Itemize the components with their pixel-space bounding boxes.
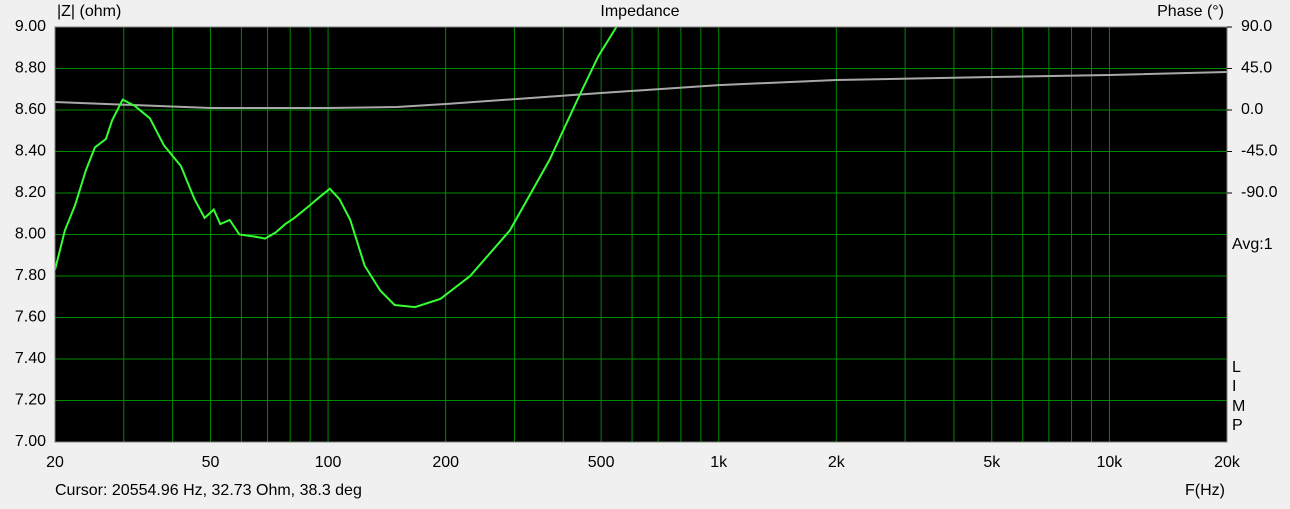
y2-tick-label: 90.0: [1241, 18, 1272, 35]
y-tick-label: 8.80: [15, 60, 46, 77]
y2-tick-label: -45.0: [1241, 143, 1278, 160]
y2-axis-label: Phase (°): [1157, 3, 1224, 20]
y-tick-label: 8.00: [15, 226, 46, 243]
x-axis-label: F(Hz): [1185, 482, 1225, 499]
y-tick-label: 7.20: [15, 392, 46, 409]
x-tick-label: 2k: [828, 454, 846, 471]
y-axis-label: |Z| (ohm): [57, 3, 121, 20]
plot-frame: [54, 26, 1228, 443]
x-tick-label: 1k: [710, 454, 728, 471]
avg-label: Avg:1: [1232, 236, 1273, 253]
x-tick-label: 10k: [1096, 454, 1123, 471]
x-tick-label: 50: [202, 454, 220, 471]
y-tick-label: 7.00: [15, 433, 46, 450]
x-tick-label: 500: [588, 454, 615, 471]
series-line: [55, 27, 618, 309]
x-tick-label: 100: [315, 454, 342, 471]
x-tick-label: 5k: [983, 454, 1001, 471]
x-tick-label: 20: [46, 454, 64, 471]
series-line: [55, 71, 1227, 109]
side-letter: P: [1232, 417, 1243, 434]
cursor-readout: Cursor: 20554.96 Hz, 32.73 Ohm, 38.3 deg: [55, 482, 362, 499]
y2-tick-label: 45.0: [1241, 60, 1272, 77]
y-tick-label: 7.80: [15, 267, 46, 284]
y-tick-label: 7.40: [15, 350, 46, 367]
x-tick-label: 200: [432, 454, 459, 471]
side-letter: I: [1232, 378, 1236, 395]
side-letter: M: [1232, 398, 1245, 415]
y-tick-label: 7.60: [15, 309, 46, 326]
x-tick-label: 20k: [1214, 454, 1241, 471]
y2-tick-label: 0.0: [1241, 101, 1263, 118]
y-tick-label: 8.60: [15, 101, 46, 118]
y-tick-label: 8.40: [15, 143, 46, 160]
y2-tick-label: -90.0: [1241, 184, 1278, 201]
y-tick-label: 8.20: [15, 184, 46, 201]
y-tick-label: 9.00: [15, 18, 46, 35]
chart-title: Impedance: [600, 3, 679, 20]
side-letter: L: [1232, 359, 1241, 376]
